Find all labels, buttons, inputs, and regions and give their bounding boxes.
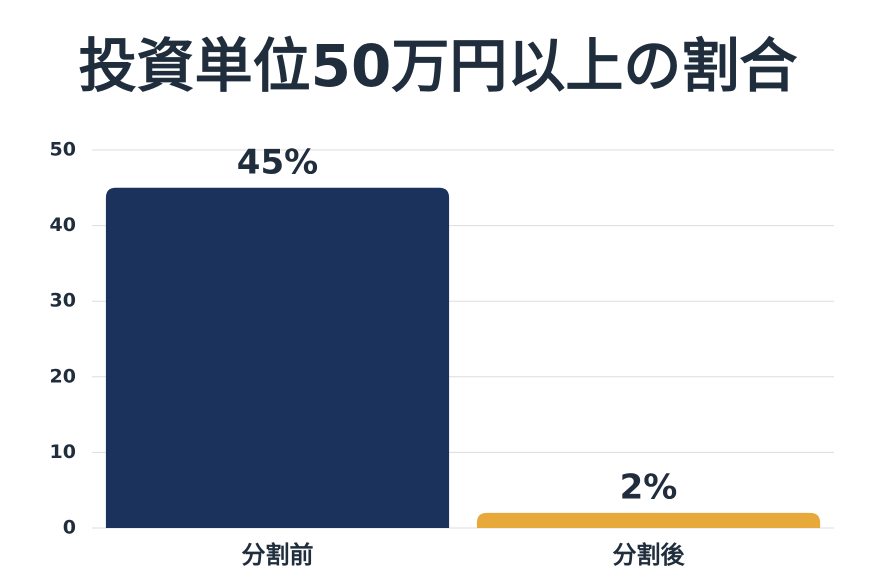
y-tick-label: 40: [50, 214, 76, 236]
y-tick-label: 10: [50, 441, 76, 463]
y-tick-label: 30: [50, 290, 76, 312]
y-tick-label: 20: [50, 365, 76, 387]
bar: [476, 512, 821, 528]
y-tick-label: 50: [50, 139, 76, 161]
value-label: 45%: [237, 142, 318, 182]
x-tick-label: 分割前: [242, 541, 314, 569]
value-label: 2%: [620, 467, 678, 507]
x-tick-label: 分割後: [613, 541, 686, 569]
chart-title: 投資単位50万円以上の割合: [79, 32, 798, 100]
bar: [105, 187, 450, 529]
y-tick-label: 0: [63, 517, 76, 539]
